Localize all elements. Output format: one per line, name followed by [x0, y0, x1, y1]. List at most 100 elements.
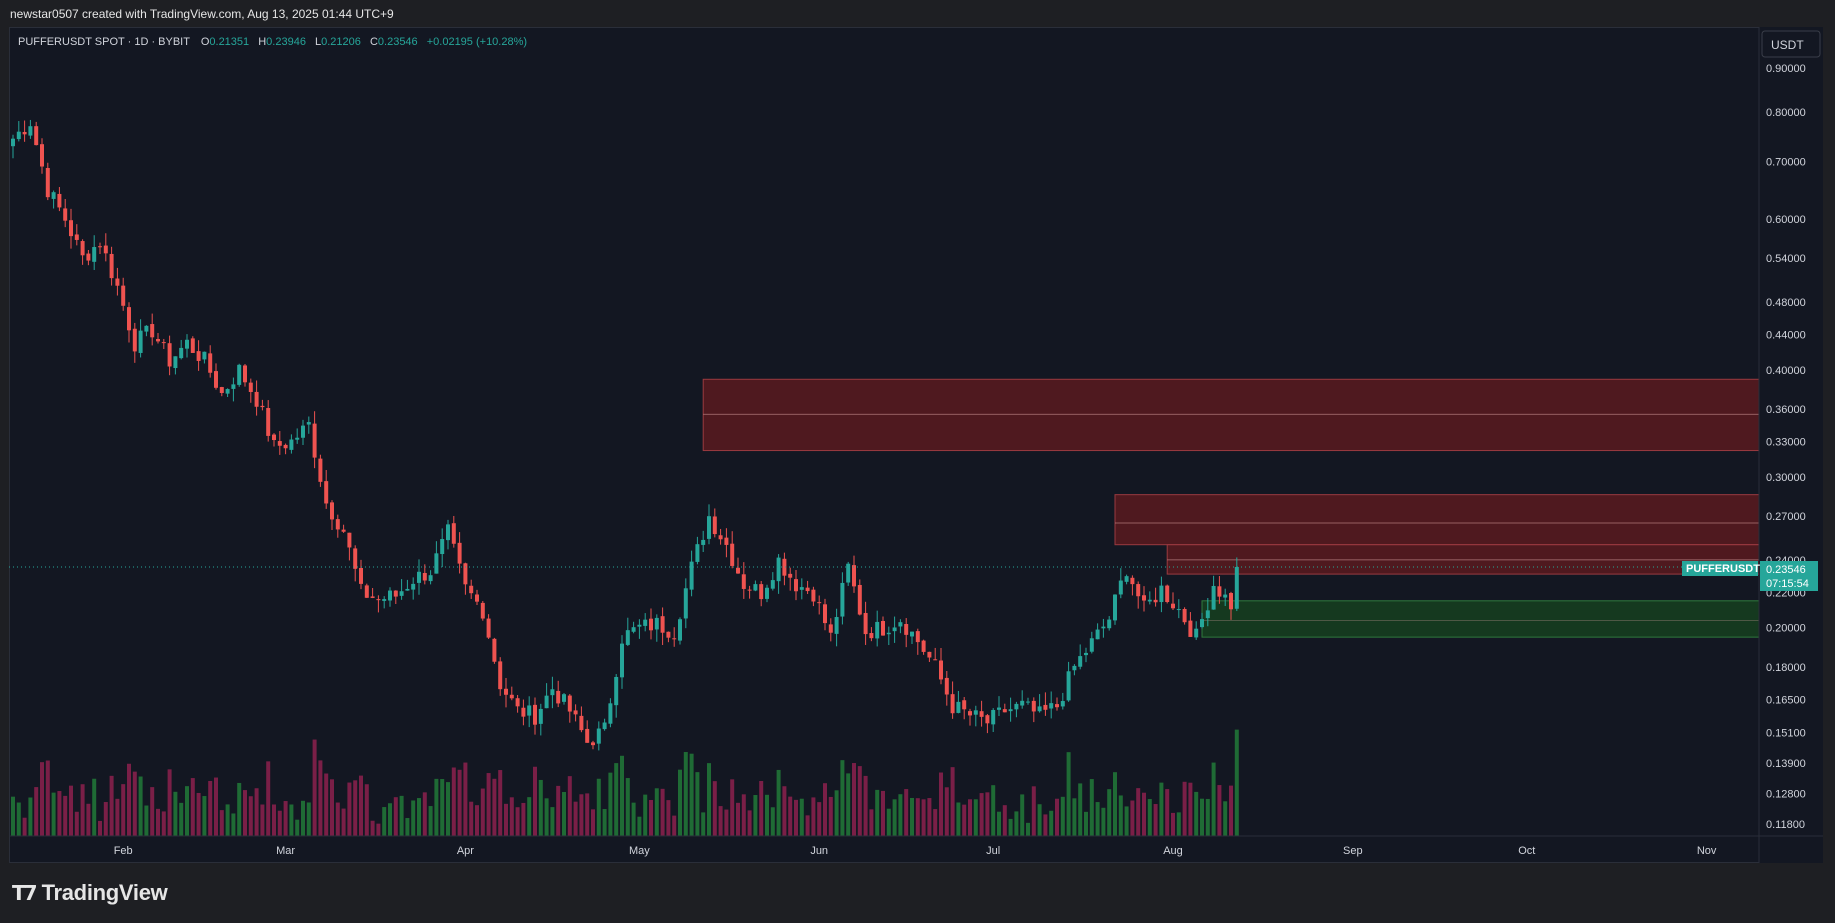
candle-body	[538, 708, 543, 724]
candle-body	[997, 707, 1001, 710]
candle-body	[324, 481, 329, 504]
candle-body	[283, 444, 288, 449]
candle-body	[1211, 585, 1216, 610]
volume-bar	[86, 803, 91, 836]
volume-bar	[301, 800, 305, 836]
legend-low-value: 0.21206	[321, 36, 361, 48]
candle-body	[1066, 671, 1071, 701]
candle-body	[1124, 576, 1129, 582]
candle-body	[1043, 704, 1048, 710]
candle-body	[573, 710, 578, 715]
candle-body	[660, 616, 665, 633]
volume-bar	[1043, 814, 1048, 836]
volume-bar	[544, 798, 549, 836]
volume-bar	[736, 802, 740, 836]
volume-bar	[538, 779, 543, 836]
candle-body	[353, 548, 358, 569]
volume-bar	[753, 795, 758, 836]
volume-bar	[156, 808, 160, 836]
candle-body	[277, 441, 282, 446]
volume-bar	[463, 762, 468, 836]
volume-bar	[533, 766, 537, 836]
price-tick-label: 0.27000	[1766, 511, 1806, 523]
volume-bar	[567, 776, 572, 836]
candle-body	[295, 437, 300, 440]
candle-body	[1089, 638, 1094, 652]
volume-bar	[944, 787, 949, 836]
tradingview-logo[interactable]: T7 TradingView	[12, 880, 168, 905]
volume-bar	[1055, 798, 1059, 836]
candle-body	[904, 623, 909, 635]
volume-bar	[712, 781, 717, 836]
volume-bar	[747, 810, 752, 836]
volume-bar	[132, 771, 137, 836]
price-tick-label: 0.20000	[1766, 623, 1806, 635]
candle-body	[1072, 665, 1077, 671]
candle-body	[103, 245, 108, 254]
price-tick-label: 0.33000	[1766, 436, 1806, 448]
volume-bar	[1026, 822, 1030, 836]
volume-bar	[631, 802, 636, 836]
candle-body	[335, 519, 340, 530]
volume-bar	[857, 766, 862, 836]
volume-bar	[208, 780, 213, 836]
volume-bar	[167, 769, 172, 836]
volume-bar	[1194, 791, 1199, 836]
volume-bar	[527, 797, 532, 836]
volume-bar	[1066, 752, 1071, 836]
volume-bar	[863, 775, 868, 836]
currency-button[interactable]	[1761, 30, 1821, 58]
candle-body	[150, 324, 155, 338]
volume-bar	[109, 775, 114, 836]
candle-body	[927, 651, 932, 658]
volume-bar	[1037, 804, 1042, 836]
price-scale[interactable]	[1759, 27, 1823, 863]
candle-body	[753, 584, 758, 591]
price-tick-label: 0.70000	[1766, 157, 1806, 169]
price-tag-value: 0.23546	[1766, 564, 1806, 576]
candle-body	[886, 632, 891, 635]
volume-bar	[312, 739, 317, 836]
volume-bar	[1217, 785, 1222, 836]
volume-bar	[1002, 805, 1007, 836]
candle-body	[51, 192, 56, 199]
candle-body	[440, 539, 445, 555]
candle-body	[347, 532, 352, 548]
volume-bar	[782, 786, 787, 836]
volume-bar	[834, 790, 839, 836]
candle-body	[63, 208, 68, 221]
volume-bar	[886, 808, 891, 836]
candle-body	[330, 502, 334, 520]
candle-body	[794, 579, 798, 592]
candle-body	[1118, 580, 1123, 595]
volume-bar	[486, 773, 491, 836]
volume-bar	[150, 787, 155, 836]
candle-body	[515, 698, 520, 707]
legend-open-label: O	[201, 36, 210, 48]
volume-bar	[173, 791, 178, 836]
candle-body	[939, 660, 943, 680]
ohlc-legend[interactable]: PUFFERUSDT SPOT · 1D · BYBIT O0.21351 H0…	[18, 36, 527, 48]
candle-body	[799, 587, 804, 590]
candle-body	[98, 246, 102, 248]
volume-bar	[254, 788, 259, 836]
volume-layer	[11, 729, 1239, 836]
candle-body	[69, 220, 73, 237]
candle-body	[718, 535, 723, 540]
volume-bar	[625, 778, 630, 836]
volume-bar	[324, 773, 329, 836]
candles-layer	[11, 119, 1239, 751]
candle-body	[1049, 703, 1054, 709]
volume-bar	[1165, 789, 1170, 836]
candle-body	[915, 631, 920, 643]
volume-bar	[1014, 811, 1019, 836]
volume-bar	[881, 790, 885, 836]
candle-body	[730, 543, 735, 566]
time-tick-label: May	[629, 845, 650, 857]
volume-bar	[1200, 798, 1204, 836]
volume-bar	[411, 800, 416, 836]
volume-bar	[57, 791, 62, 836]
volume-bar	[846, 773, 851, 836]
candle-body	[28, 126, 33, 136]
